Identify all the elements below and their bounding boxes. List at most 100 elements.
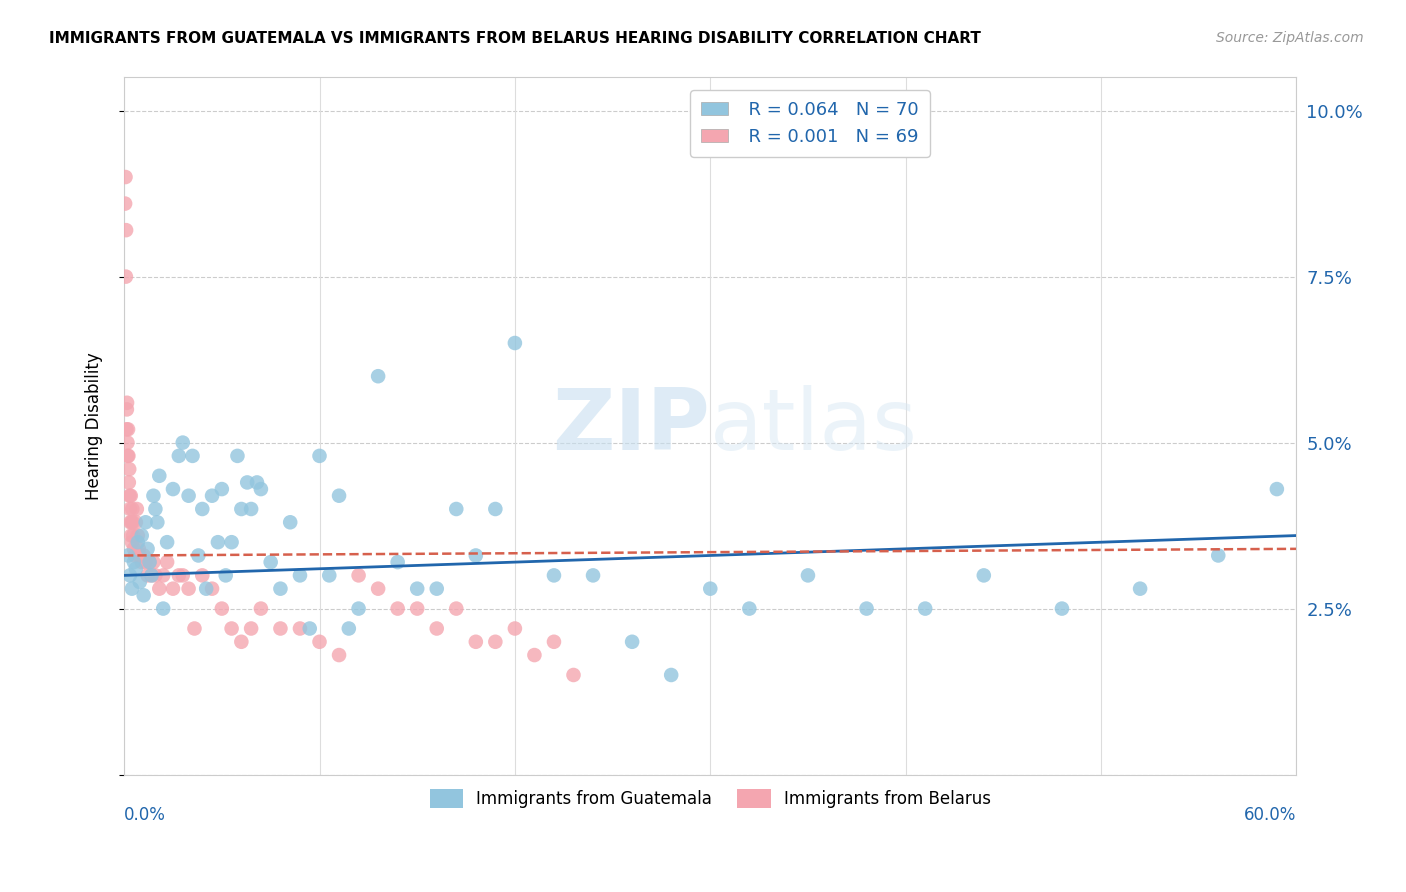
Point xyxy=(699,582,721,596)
Point xyxy=(298,622,321,636)
Point xyxy=(260,555,283,569)
Legend: Immigrants from Guatemala, Immigrants from Belarus: Immigrants from Guatemala, Immigrants fr… xyxy=(423,782,997,815)
Point xyxy=(156,535,179,549)
Point xyxy=(543,568,565,582)
Point xyxy=(191,502,214,516)
Point xyxy=(118,462,141,476)
Point xyxy=(136,541,159,556)
Point xyxy=(659,668,682,682)
Text: IMMIGRANTS FROM GUATEMALA VS IMMIGRANTS FROM BELARUS HEARING DISABILITY CORRELAT: IMMIGRANTS FROM GUATEMALA VS IMMIGRANTS … xyxy=(49,31,981,46)
Point xyxy=(221,535,243,549)
Point xyxy=(250,601,273,615)
Point xyxy=(269,582,291,596)
Point xyxy=(503,622,526,636)
Point xyxy=(426,582,449,596)
Point xyxy=(464,549,486,563)
Point xyxy=(115,422,138,436)
Point xyxy=(115,402,138,417)
Point xyxy=(328,648,350,662)
Point xyxy=(562,668,585,682)
Point xyxy=(125,502,148,516)
Point xyxy=(406,601,429,615)
Text: ZIP: ZIP xyxy=(553,384,710,467)
Point xyxy=(797,568,820,582)
Point xyxy=(269,622,291,636)
Point xyxy=(132,588,155,602)
Point xyxy=(162,482,184,496)
Point xyxy=(118,475,141,490)
Point xyxy=(142,555,165,569)
Point xyxy=(1206,549,1229,563)
Point xyxy=(172,435,194,450)
Point xyxy=(387,555,409,569)
Point xyxy=(201,489,224,503)
Point xyxy=(582,568,605,582)
Point xyxy=(191,568,214,582)
Point xyxy=(308,449,330,463)
Point xyxy=(246,475,269,490)
Point xyxy=(226,449,249,463)
Point xyxy=(406,582,429,596)
Point xyxy=(152,568,174,582)
Point xyxy=(122,528,145,542)
Point xyxy=(120,489,142,503)
Point xyxy=(288,622,311,636)
Point xyxy=(138,555,160,569)
Point xyxy=(855,601,877,615)
Point xyxy=(231,502,253,516)
Point xyxy=(145,502,167,516)
Point xyxy=(118,489,141,503)
Point xyxy=(426,622,449,636)
Point xyxy=(1265,482,1288,496)
Point xyxy=(128,541,150,556)
Point xyxy=(308,634,330,648)
Point xyxy=(121,582,143,596)
Point xyxy=(187,549,209,563)
Point xyxy=(114,169,136,184)
Point xyxy=(141,568,163,582)
Point xyxy=(132,549,155,563)
Point xyxy=(162,582,184,596)
Point xyxy=(621,634,644,648)
Point xyxy=(172,568,194,582)
Point xyxy=(318,568,340,582)
Point xyxy=(211,482,233,496)
Text: 60.0%: 60.0% xyxy=(1244,806,1296,824)
Point xyxy=(114,196,136,211)
Point xyxy=(146,516,169,530)
Point xyxy=(181,449,204,463)
Point xyxy=(240,502,263,516)
Point xyxy=(240,622,263,636)
Point xyxy=(122,555,145,569)
Point xyxy=(125,516,148,530)
Point xyxy=(183,622,205,636)
Point xyxy=(122,541,145,556)
Point xyxy=(195,582,218,596)
Point xyxy=(1050,601,1073,615)
Point xyxy=(207,535,229,549)
Point xyxy=(118,568,141,582)
Point xyxy=(135,555,157,569)
Point xyxy=(464,634,486,648)
Point xyxy=(135,516,157,530)
Point xyxy=(131,555,153,569)
Point xyxy=(347,601,370,615)
Point xyxy=(141,568,163,582)
Point xyxy=(221,622,243,636)
Point xyxy=(128,549,150,563)
Point xyxy=(138,555,160,569)
Point xyxy=(128,575,150,590)
Point xyxy=(503,336,526,351)
Point xyxy=(288,568,311,582)
Point xyxy=(738,601,761,615)
Point xyxy=(117,549,139,563)
Point xyxy=(131,528,153,542)
Point xyxy=(914,601,936,615)
Point xyxy=(115,396,138,410)
Point xyxy=(121,502,143,516)
Point xyxy=(250,482,273,496)
Point xyxy=(231,634,253,648)
Point xyxy=(167,449,190,463)
Text: Source: ZipAtlas.com: Source: ZipAtlas.com xyxy=(1216,31,1364,45)
Point xyxy=(115,269,138,284)
